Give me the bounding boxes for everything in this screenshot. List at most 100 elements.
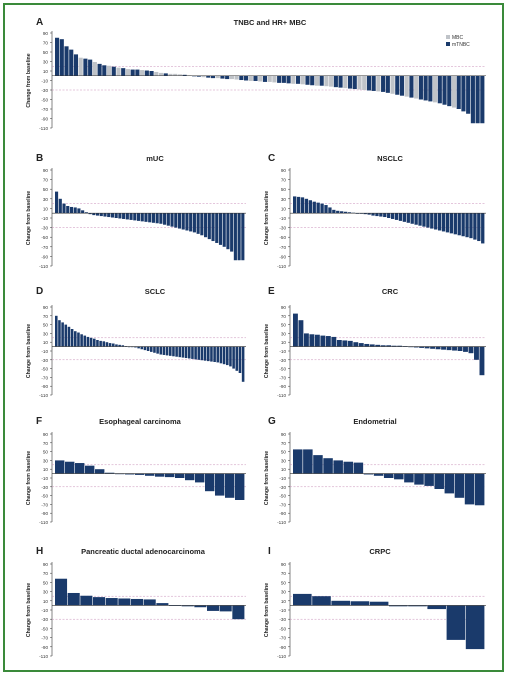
y-tick-label: -70 [41, 502, 48, 507]
bar [465, 213, 469, 238]
bar [92, 61, 97, 76]
bar [110, 213, 115, 218]
bar [329, 75, 334, 87]
bar [303, 449, 313, 474]
bar [237, 213, 241, 261]
bar [253, 75, 258, 81]
bar [133, 213, 137, 221]
bar [419, 346, 425, 348]
bar [409, 75, 414, 98]
y-tick-label: 10 [43, 599, 49, 604]
y-tick-label: -90 [41, 645, 48, 650]
y-tick-label: 10 [281, 340, 287, 345]
bar [140, 213, 144, 222]
bar [219, 605, 232, 612]
bar [347, 340, 353, 347]
bar [469, 213, 473, 239]
bar [122, 213, 126, 219]
chart-title: Esophageal carcinoma [99, 417, 182, 426]
y-tick-label: 50 [281, 323, 287, 328]
y-tick-label: 90 [43, 168, 49, 173]
bar [215, 75, 220, 79]
bar [414, 75, 419, 99]
bar [232, 605, 245, 620]
bar [143, 346, 147, 351]
bar [162, 346, 166, 355]
y-tick-label: -90 [41, 384, 48, 389]
bar [125, 213, 129, 220]
bar [207, 213, 211, 240]
legend-label: MBC [452, 35, 464, 41]
y-tick-label: -10 [279, 608, 286, 613]
bar [449, 213, 454, 234]
chart-title: mUC [146, 154, 164, 163]
y-tick-label: -30 [41, 226, 48, 231]
bar [435, 346, 441, 350]
y-tick-label: -90 [41, 511, 48, 516]
y-tick-label: 70 [281, 441, 287, 446]
bar [170, 213, 174, 227]
bar [144, 70, 149, 76]
bar [177, 74, 182, 76]
bar [219, 346, 223, 364]
bar [67, 592, 80, 606]
bar [286, 75, 291, 84]
y-tick-label: 70 [281, 178, 287, 183]
bar [220, 75, 225, 79]
y-tick-label: -50 [41, 367, 48, 372]
y-tick-label: -90 [279, 384, 286, 389]
bar [58, 320, 61, 347]
bar [148, 213, 152, 223]
bar [395, 75, 400, 95]
bar [324, 205, 328, 214]
bar [175, 346, 178, 357]
bar [102, 341, 106, 347]
bar [413, 346, 419, 348]
bar [206, 75, 211, 78]
bar [108, 343, 112, 347]
bar [369, 601, 389, 606]
y-tick-label: 90 [281, 562, 287, 567]
y-tick-label: -10 [279, 476, 286, 481]
bar [312, 596, 331, 606]
y-tick-label: -10 [41, 349, 48, 354]
bar [62, 203, 66, 214]
bar [366, 75, 371, 91]
chart-panel-c: C NSCLC 90 70 50 30 10 -10 -30 -50 -70 -90 -110 Chang… [264, 153, 486, 269]
bar [95, 469, 105, 474]
y-tick-label: -50 [41, 235, 48, 240]
y-axis-label: Change from baseline [26, 53, 32, 107]
bar [116, 67, 121, 76]
bar [362, 75, 367, 90]
bar [83, 58, 88, 76]
bar [55, 37, 60, 76]
chart-panel-h: H Pancreatic ductal adenocarcinoma 90 70 50 3… [26, 546, 246, 659]
bar [304, 198, 309, 214]
bar [173, 73, 178, 76]
bar [381, 75, 386, 92]
bar [233, 213, 237, 261]
y-tick-label: 10 [43, 340, 49, 345]
bar [332, 209, 336, 214]
bar [375, 344, 381, 347]
y-tick-label: -70 [41, 375, 48, 380]
bar [343, 75, 348, 89]
bar [144, 213, 148, 222]
bar [67, 326, 71, 347]
bar [80, 334, 83, 347]
y-axis-label: Change from baseline [264, 324, 270, 378]
bar [389, 605, 408, 607]
bar [73, 207, 77, 214]
bar [146, 346, 150, 351]
bar [150, 346, 153, 352]
y-tick-label: -50 [41, 494, 48, 499]
panel-letter: B [36, 153, 43, 164]
bar [404, 473, 414, 483]
bar [195, 473, 205, 483]
bar [379, 213, 383, 217]
bar [444, 473, 455, 494]
bar [192, 213, 196, 233]
chart-title: Endometrial [353, 417, 396, 426]
bar [107, 213, 111, 218]
bar [376, 75, 381, 92]
